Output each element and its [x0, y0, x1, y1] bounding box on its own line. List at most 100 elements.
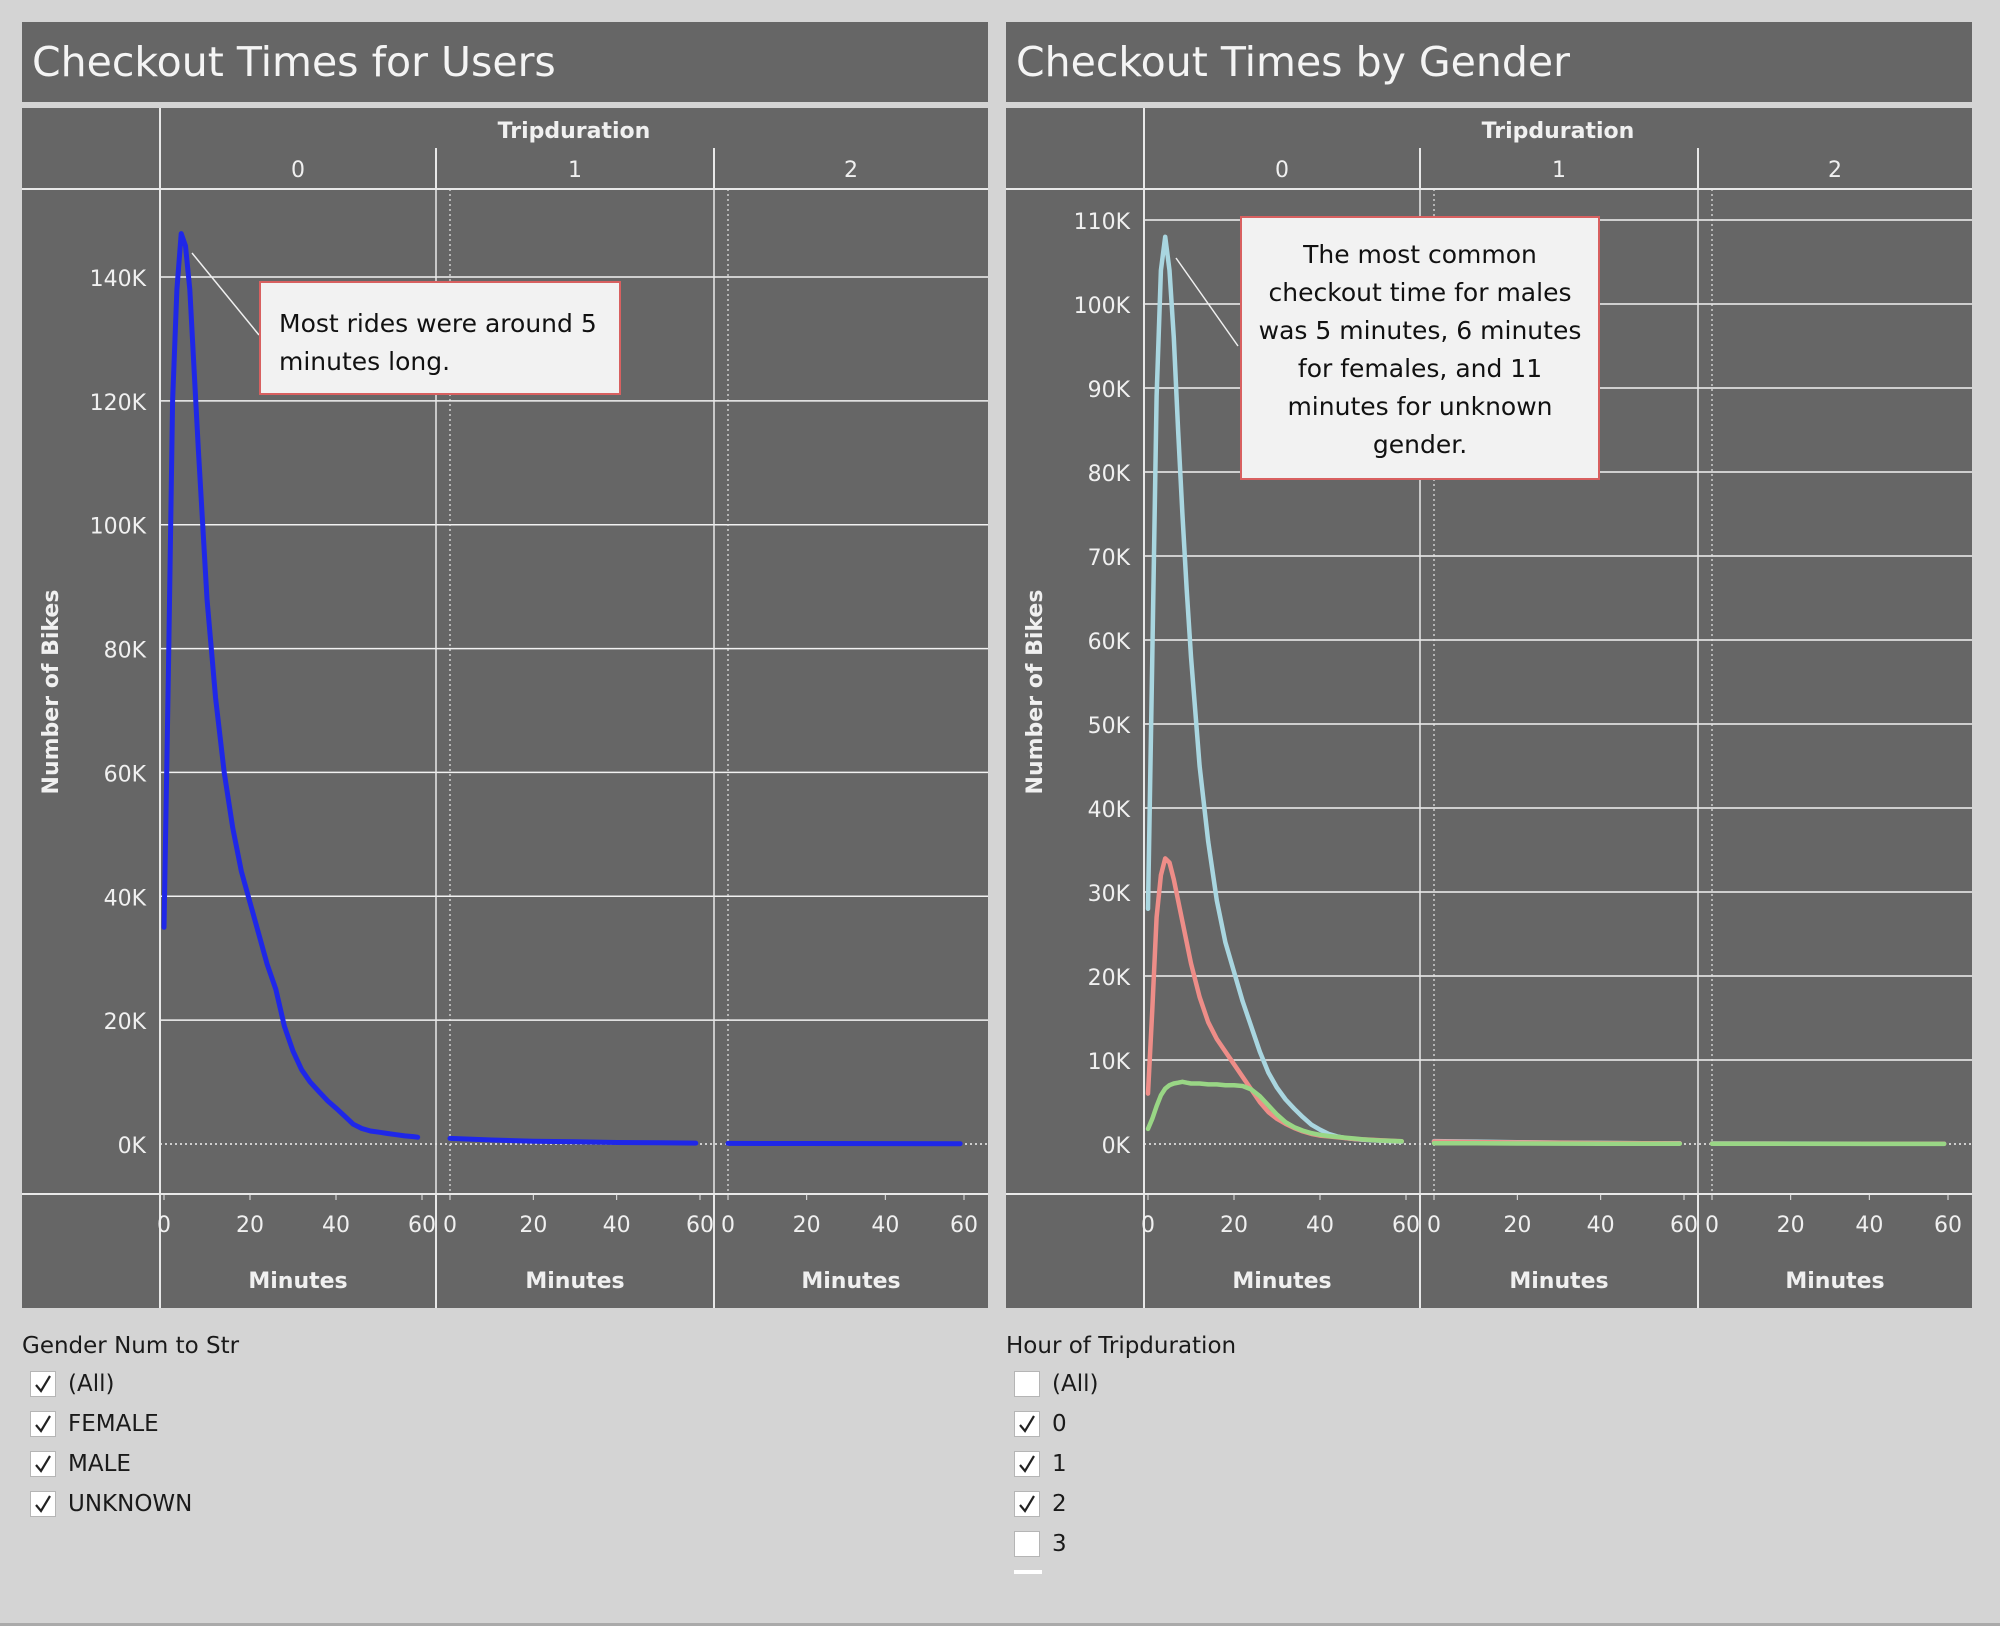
x-axis-label: Minutes — [1509, 1269, 1608, 1294]
y-tick-label: 20K — [1088, 966, 1131, 991]
hour-filter: Hour of Tripduration (All) 0 1 2 3 — [1006, 1328, 1236, 1564]
checkbox-checked-icon[interactable] — [1014, 1411, 1040, 1437]
panel-label: 1 — [568, 158, 582, 183]
x-tick-label: 20 — [1220, 1213, 1248, 1238]
x-tick-label: 20 — [793, 1213, 821, 1238]
hour-filter-option-label: 0 — [1052, 1411, 1067, 1437]
gender-filter-option-label: MALE — [68, 1451, 131, 1477]
series-line-2 — [1145, 1079, 1404, 1144]
x-tick-label: 40 — [871, 1213, 899, 1238]
x-tick-label: 0 — [443, 1213, 457, 1238]
bottom-divider — [0, 1623, 2000, 1626]
checkbox-checked-icon[interactable] — [1014, 1491, 1040, 1517]
y-tick-label: 90K — [1088, 378, 1131, 403]
x-tick-label: 60 — [1670, 1213, 1698, 1238]
x-tick-label: 0 — [1705, 1213, 1719, 1238]
hour-filter-option[interactable]: 0 — [1006, 1404, 1236, 1444]
x-tick-label: 0 — [1141, 1213, 1155, 1238]
x-axis-label: Minutes — [1232, 1269, 1331, 1294]
y-tick-label: 0K — [118, 1134, 147, 1159]
gender-filter-title: Gender Num to Str — [22, 1333, 240, 1359]
checkbox-checked-icon[interactable] — [1014, 1451, 1040, 1477]
x-tick-label: 0 — [157, 1213, 171, 1238]
x-tick-label: 40 — [1306, 1213, 1334, 1238]
gender-filter-option[interactable]: (All) — [22, 1364, 239, 1404]
x-tick-label: 60 — [950, 1213, 978, 1238]
y-tick-label: 40K — [104, 886, 147, 911]
checkbox-checked-icon[interactable] — [30, 1491, 56, 1517]
y-tick-label: 80K — [1088, 462, 1131, 487]
y-tick-label: 110K — [1074, 210, 1131, 235]
x-tick-label: 60 — [1392, 1213, 1420, 1238]
x-axis-label: Minutes — [525, 1269, 624, 1294]
gender-annotation: The most common checkout time for males … — [1240, 216, 1600, 480]
left-chart-title: Checkout Times for Users — [22, 22, 988, 102]
x-tick-label: 60 — [408, 1213, 436, 1238]
gender-filter-option[interactable]: UNKNOWN — [22, 1484, 239, 1524]
panel-label: 0 — [1275, 158, 1289, 183]
y-tick-label: 20K — [104, 1010, 147, 1035]
x-tick-label: 40 — [1587, 1213, 1615, 1238]
hour-filter-option-label: 1 — [1052, 1451, 1067, 1477]
hour-filter-option-label: (All) — [1052, 1371, 1099, 1397]
checkbox-checked-icon[interactable] — [30, 1371, 56, 1397]
x-tick-label: 0 — [721, 1213, 735, 1238]
column-header: Tripduration — [498, 119, 651, 144]
x-tick-label: 40 — [322, 1213, 350, 1238]
y-tick-label: 60K — [1088, 630, 1131, 655]
hour-filter-option[interactable]: 1 — [1006, 1444, 1236, 1484]
y-tick-label: 120K — [90, 391, 147, 416]
hour-filter-title: Hour of Tripduration — [1006, 1333, 1237, 1359]
hour-filter-option-label: 2 — [1052, 1491, 1067, 1517]
hour-filter-option-label: 3 — [1052, 1531, 1067, 1557]
checkbox-checked-icon[interactable] — [30, 1411, 56, 1437]
x-tick-label: 40 — [603, 1213, 631, 1238]
hour-filter-option[interactable]: (All) — [1006, 1364, 1236, 1404]
y-tick-label: 80K — [104, 639, 147, 664]
gender-filter-option-label: (All) — [68, 1371, 115, 1397]
y-tick-label: 100K — [1074, 294, 1131, 319]
y-tick-label: 0K — [1102, 1134, 1131, 1159]
y-tick-label: 140K — [90, 267, 147, 292]
x-tick-label: 60 — [686, 1213, 714, 1238]
column-header: Tripduration — [1482, 119, 1635, 144]
x-tick-label: 40 — [1855, 1213, 1883, 1238]
x-tick-label: 20 — [1503, 1213, 1531, 1238]
y-axis-label: Number of Bikes — [39, 590, 64, 795]
x-axis-label: Minutes — [801, 1269, 900, 1294]
x-tick-label: 60 — [1934, 1213, 1962, 1238]
panel-label: 0 — [291, 158, 305, 183]
x-axis-label: Minutes — [1785, 1269, 1884, 1294]
x-axis-label: Minutes — [248, 1269, 347, 1294]
hour-filter-option[interactable]: 3 — [1006, 1524, 1236, 1564]
x-tick-label: 20 — [236, 1213, 264, 1238]
y-tick-label: 50K — [1088, 714, 1131, 739]
annotation-leader-line — [1175, 257, 1239, 347]
y-tick-label: 10K — [1088, 1050, 1131, 1075]
users-annotation: Most rides were around 5 minutes long. — [259, 281, 621, 395]
series-line-0 — [447, 1135, 699, 1146]
gender-filter-option[interactable]: FEMALE — [22, 1404, 239, 1444]
hour-filter-more-indicator — [1014, 1570, 1042, 1574]
panel-label: 1 — [1552, 158, 1566, 183]
series-line-0 — [161, 231, 421, 1140]
y-tick-label: 100K — [90, 515, 147, 540]
checkbox-checked-icon[interactable] — [30, 1451, 56, 1477]
panel-label: 2 — [1828, 158, 1842, 183]
gender-filter-option-label: UNKNOWN — [68, 1491, 193, 1517]
right-chart-title: Checkout Times by Gender — [1006, 22, 1972, 102]
y-tick-label: 40K — [1088, 798, 1131, 823]
y-tick-label: 70K — [1088, 546, 1131, 571]
gender-filter-option-label: FEMALE — [68, 1411, 159, 1437]
y-axis-label: Number of Bikes — [1023, 590, 1048, 795]
panel-label: 2 — [844, 158, 858, 183]
hour-filter-option[interactable]: 2 — [1006, 1484, 1236, 1524]
gender-filter-option[interactable]: MALE — [22, 1444, 239, 1484]
y-tick-label: 60K — [104, 762, 147, 787]
series-line-2 — [1431, 1140, 1683, 1146]
checkbox-unchecked-icon[interactable] — [1014, 1371, 1040, 1397]
gender-filter: Gender Num to Str (All) FEMALE MALE UNKNOWN — [22, 1328, 239, 1524]
checkbox-unchecked-icon[interactable] — [1014, 1531, 1040, 1557]
x-tick-label: 0 — [1427, 1213, 1441, 1238]
x-tick-label: 20 — [1777, 1213, 1805, 1238]
